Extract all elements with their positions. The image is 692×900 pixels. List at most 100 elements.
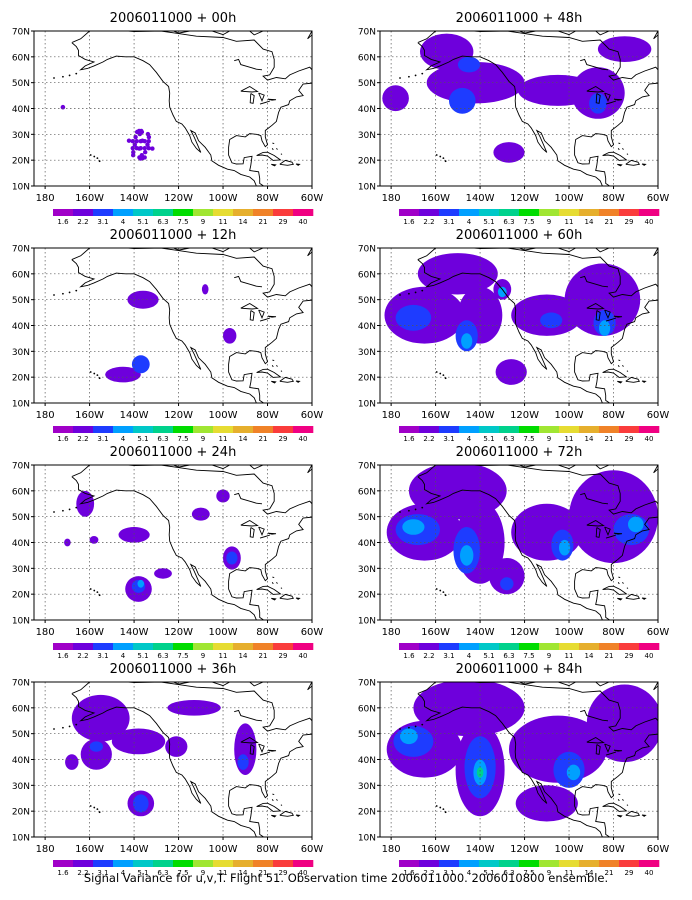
lake-outline [613,315,623,318]
colorbar-label: 2.2 [423,435,434,443]
island-dot [89,588,92,590]
longitude-label: 160W [75,844,104,855]
lake-outline [604,92,611,102]
longitude-label: 140W [466,844,495,855]
island-outline [641,814,647,817]
colorbar-label: 11 [565,869,574,877]
coastline [307,31,312,40]
island-dot [435,588,438,590]
latitude-label: 40N [358,105,376,115]
colorbar-label: 21 [605,652,614,660]
colorbar-swatch [53,209,74,216]
colorbar-swatch [213,426,234,433]
colorbar-label: 40 [299,869,308,877]
colorbar-swatch [419,860,440,867]
island-outline [272,359,275,362]
latitude-label: 60N [358,270,376,280]
island-dot [89,154,92,156]
latitude-label: 20N [358,374,376,384]
variance-contour [476,767,484,778]
lake-outline [595,310,601,321]
variance-contour [400,728,418,745]
longitude-label: 140W [120,193,149,204]
colorbar-label: 6.3 [503,869,514,877]
longitude-label: 140W [120,844,149,855]
colorbar-swatch [213,209,234,216]
colorbar-swatch [293,860,314,867]
island-outline [211,248,230,253]
longitude-label: 160W [75,627,104,638]
colorbar-label: 7.5 [177,652,188,660]
island-outline [602,585,628,595]
island-dot [96,374,99,376]
colorbar-swatch [53,426,74,433]
variance-contour [426,61,525,104]
variance-contour [628,516,644,533]
colorbar-label: 1.6 [403,652,415,660]
variance-contour [461,333,473,349]
island-dot [421,289,424,292]
latitude-label: 10N [12,617,30,627]
longitude-label: 180 [382,627,401,638]
latitude-label: 70N [358,28,376,38]
latitude-label: 50N [12,730,30,740]
map-panel: 2006011000 + 36h 70N 60N 50N 40N 30N 20N 10N 180… [12,662,324,877]
lake-outline [259,317,271,322]
latitude-label: 40N [358,756,376,766]
coastline [653,465,658,474]
lake-outline [613,749,623,752]
longitude-label: 60W [301,627,324,638]
longitude-label: 120W [510,627,539,638]
island-dot [408,509,410,512]
variance-contour [89,536,99,544]
island-outline [249,682,264,687]
colorbar-label: 1.6 [57,869,69,877]
island-dot [439,806,442,809]
colorbar-label: 21 [605,435,614,443]
colorbar-label: 5.1 [137,869,148,877]
colorbar-swatch [253,209,274,216]
colorbar-label: 7.5 [177,869,188,877]
island-outline [272,576,275,579]
longitude-label: 140W [466,410,495,421]
island-outline [172,248,190,251]
longitude-label: 160W [75,410,104,421]
lake-outline [586,85,605,93]
lake-outline [258,526,265,536]
colorbar-label: 7.5 [523,435,534,443]
colorbar-label: 21 [259,435,268,443]
colorbar-label: 4 [467,218,472,226]
island-outline [276,148,278,150]
colorbar-swatch [419,643,440,650]
island-dot [62,509,64,512]
lake-outline [249,310,255,321]
island-outline [276,365,278,367]
latitude-label: 30N [12,131,30,141]
colorbar-label: 3.1 [443,869,454,877]
latitude-label: 30N [358,565,376,575]
island-dot [442,808,445,810]
island-outline [172,465,190,468]
colorbar-label: 2.2 [77,652,88,660]
colorbar-label: 9 [201,218,205,226]
variance-contour [571,67,625,119]
latitude-label: 70N [12,679,30,689]
colorbar-swatch [153,426,174,433]
island-outline [295,597,301,600]
colorbar-label: 7.5 [177,435,188,443]
colorbar-label: 11 [219,652,228,660]
latitude-label: 30N [12,348,30,358]
longitude-label: 180 [382,193,401,204]
lake-outline [613,98,623,101]
colorbar: 1.6 2.2 3.1 4 5.1 6.3 7.5 9 11 14 21 29 40 [53,426,314,443]
colorbar-label: 29 [625,218,634,226]
colorbar-label: 4 [467,435,472,443]
variance-contour [460,545,474,566]
latitude-label: 50N [12,513,30,523]
island-dot [98,377,101,380]
variance-contour [76,490,95,517]
variance-dot [142,138,147,144]
map-panel: 2006011000 + 00h 70N 60N 50N 40N 30N 20N 10N 180… [12,11,324,226]
colorbar-label: 1.6 [403,435,415,443]
colorbar-label: 3.1 [97,218,108,226]
